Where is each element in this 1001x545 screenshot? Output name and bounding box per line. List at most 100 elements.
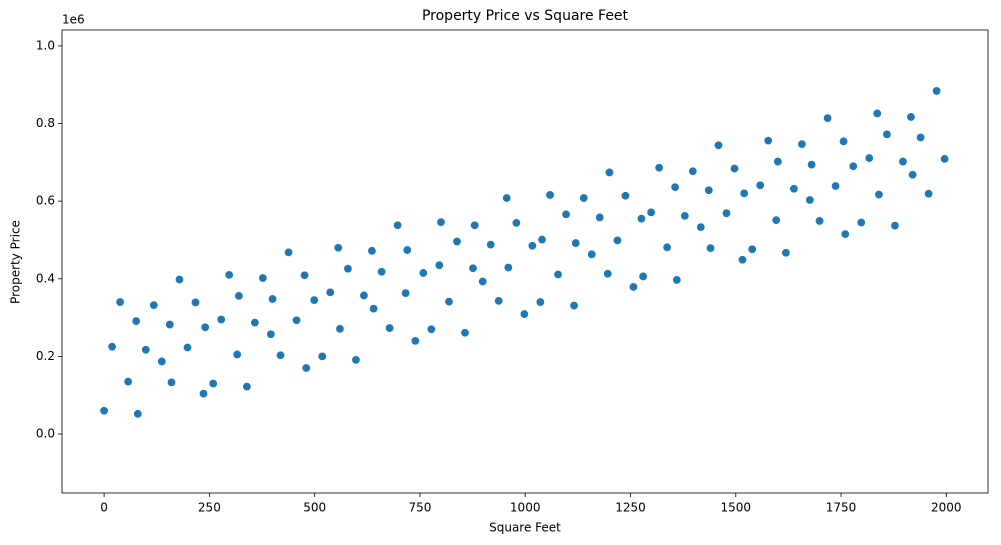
point (200, 322, 210, 332)
point (654, 163, 664, 173)
point (815, 216, 825, 226)
point (789, 184, 799, 194)
point (628, 282, 638, 292)
point (729, 164, 739, 174)
y-axis-label: Property Price (9, 220, 23, 304)
point (284, 247, 294, 257)
point (882, 129, 892, 139)
point (737, 255, 747, 265)
point (906, 112, 916, 122)
point (561, 209, 571, 219)
y-tick-label: 0.6 (36, 194, 55, 208)
point (545, 190, 555, 200)
point (646, 207, 656, 217)
point (343, 264, 353, 274)
point (932, 86, 942, 96)
point (696, 222, 706, 232)
x-tick-label: 250 (198, 501, 221, 515)
point (166, 377, 176, 387)
point (763, 136, 773, 146)
point (418, 268, 428, 278)
point (680, 211, 690, 221)
y-tick-label: 0.4 (36, 271, 55, 285)
y-tick-label: 0.8 (36, 116, 55, 130)
point (511, 218, 521, 228)
x-tick-label: 1750 (826, 501, 857, 515)
point (402, 245, 412, 255)
point (157, 356, 167, 366)
point (874, 190, 884, 200)
point (401, 288, 411, 298)
point (141, 345, 151, 355)
point (258, 273, 268, 283)
point (208, 379, 218, 389)
point (636, 214, 646, 224)
point (705, 243, 715, 253)
point (662, 242, 672, 252)
point (99, 406, 109, 416)
point (268, 294, 278, 304)
point (309, 295, 319, 305)
point (266, 329, 276, 339)
point (535, 297, 545, 307)
point (216, 315, 226, 325)
point (839, 136, 849, 146)
point (335, 324, 345, 334)
point (165, 320, 175, 330)
point (831, 181, 841, 191)
point (908, 170, 918, 180)
x-tick-label: 0 (100, 501, 108, 515)
point (367, 246, 377, 256)
point (131, 316, 141, 326)
point (470, 220, 480, 230)
point (369, 304, 379, 314)
point (603, 269, 613, 279)
point (115, 297, 125, 307)
point (494, 296, 504, 306)
point (595, 212, 605, 222)
point (620, 191, 630, 201)
point (823, 113, 833, 123)
x-axis-label: Square Feet (489, 521, 561, 535)
point (503, 263, 513, 273)
point (553, 270, 563, 280)
point (452, 237, 462, 247)
point (612, 235, 622, 245)
point (537, 235, 547, 245)
point (670, 182, 680, 192)
point (317, 351, 327, 361)
point (133, 409, 143, 419)
points (99, 86, 950, 419)
point (190, 297, 200, 307)
point (797, 139, 807, 149)
point (460, 328, 470, 338)
point (351, 355, 361, 365)
point (571, 238, 581, 248)
point (182, 342, 192, 352)
point (940, 154, 950, 164)
y-offset-label: 1e6 (62, 13, 85, 27)
point (771, 215, 781, 225)
point (579, 193, 589, 203)
point (688, 166, 698, 176)
point (672, 275, 682, 285)
plot-frame (61, 29, 989, 494)
point (276, 350, 286, 360)
point (377, 267, 387, 277)
point (872, 108, 882, 118)
point (739, 188, 749, 198)
point (436, 217, 446, 227)
point (805, 195, 815, 205)
point (604, 167, 614, 177)
point (242, 382, 252, 392)
point (704, 185, 714, 195)
point (292, 315, 302, 325)
point (840, 229, 850, 239)
point (721, 208, 731, 218)
y-tick-label: 1.0 (36, 38, 55, 52)
point (898, 157, 908, 167)
point (924, 189, 934, 199)
chart-title: Property Price vs Square Feet (422, 8, 629, 24)
point (198, 389, 208, 399)
point (519, 309, 529, 319)
